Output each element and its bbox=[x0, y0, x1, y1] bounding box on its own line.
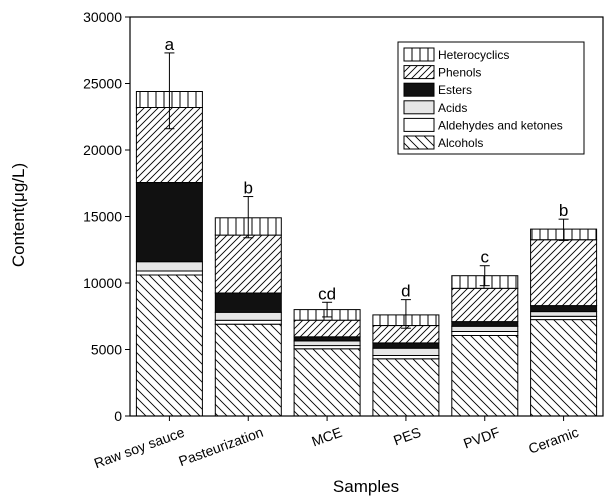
legend-label-acids: Acids bbox=[438, 101, 467, 115]
bar-segment-pasteurization-aldehydes-and-ketones bbox=[214, 319, 282, 325]
bar-segment-pvdf-alcohols bbox=[451, 335, 519, 417]
significance-label-2: cd bbox=[318, 284, 336, 303]
y-tick-label-2: 10000 bbox=[83, 275, 122, 291]
bar-segment-mce-esters bbox=[293, 336, 361, 342]
legend-swatch-phenols bbox=[403, 65, 435, 80]
significance-label-3: d bbox=[401, 282, 410, 301]
significance-label-0: a bbox=[165, 35, 175, 54]
bar-segment-pvdf-acids bbox=[451, 325, 519, 333]
significance-label-5: b bbox=[559, 201, 568, 220]
bar-segment-pasteurization-phenols bbox=[214, 234, 282, 294]
y-tick-label-4: 20000 bbox=[83, 142, 122, 158]
legend-swatch-aldehydes-and-ketones bbox=[403, 117, 435, 132]
bar-segment-raw-soy-sauce-esters bbox=[135, 182, 203, 263]
y-tick-label-1: 5000 bbox=[91, 342, 122, 358]
bar-segment-pvdf-phenols bbox=[451, 287, 519, 323]
y-axis-title: Content(μg/L) bbox=[9, 163, 28, 267]
bar-segment-pes-alcohols bbox=[372, 358, 440, 417]
bar-segment-mce-alcohols bbox=[293, 348, 361, 417]
bar-segment-ceramic-alcohols bbox=[530, 319, 598, 417]
bar-segment-pasteurization-esters bbox=[214, 292, 282, 313]
bar-segment-mce-acids bbox=[293, 340, 361, 347]
bar-segment-raw-soy-sauce-acids bbox=[135, 261, 203, 272]
significance-label-1: b bbox=[244, 179, 253, 198]
bar-segment-pvdf-aldehydes-and-ketones bbox=[451, 331, 519, 336]
y-tick-label-5: 25000 bbox=[83, 76, 122, 92]
y-tick-label-3: 15000 bbox=[83, 209, 122, 225]
legend-swatch-heterocyclics bbox=[403, 47, 435, 62]
legend-label-esters: Esters bbox=[438, 83, 472, 97]
bar-segment-pasteurization-alcohols bbox=[214, 323, 282, 417]
x-tick-label-4: PVDF bbox=[461, 424, 502, 452]
x-tick-label-1: Pasteurization bbox=[176, 424, 265, 469]
bars-group bbox=[135, 91, 598, 417]
legend: Heterocyclics Phenols Esters Acids Aldehydes… bbox=[397, 41, 585, 155]
significance-labels-group: a b cd d c b bbox=[165, 35, 569, 303]
bar-segment-pasteurization-acids bbox=[214, 311, 282, 321]
bar-segment-ceramic-esters bbox=[530, 305, 598, 313]
bar-segment-ceramic-phenols bbox=[530, 239, 598, 307]
significance-label-4: c bbox=[481, 248, 490, 267]
bar-segment-pes-acids bbox=[372, 347, 440, 357]
x-tick-label-0: Raw soy sauce bbox=[92, 424, 187, 472]
y-tick-label-0: 0 bbox=[114, 408, 122, 424]
bar-segment-pvdf-esters bbox=[451, 321, 519, 327]
x-tick-label-2: MCE bbox=[309, 424, 344, 450]
legend-label-aldehydes-and-ketones: Aldehydes and ketones bbox=[438, 118, 563, 132]
bar-segment-pes-esters bbox=[372, 342, 440, 349]
legend-swatch-esters bbox=[403, 82, 435, 97]
legend-swatch-acids bbox=[403, 100, 435, 115]
y-tick-label-6: 30000 bbox=[83, 9, 122, 25]
bar-segment-ceramic-acids bbox=[530, 311, 598, 317]
x-axis-title: Samples bbox=[333, 477, 399, 496]
legend-swatch-alcohols bbox=[403, 135, 435, 150]
bar-segment-mce-phenols bbox=[293, 319, 361, 338]
legend-label-heterocyclics: Heterocyclics bbox=[438, 48, 509, 62]
x-tick-label-3: PES bbox=[391, 424, 423, 449]
bar-segment-raw-soy-sauce-aldehydes-and-ketones bbox=[135, 270, 203, 276]
error-bars-group bbox=[164, 52, 569, 329]
legend-label-alcohols: Alcohols bbox=[438, 136, 483, 150]
x-tick-label-5: Ceramic bbox=[526, 424, 580, 457]
legend-label-phenols: Phenols bbox=[438, 66, 481, 80]
bar-segment-raw-soy-sauce-alcohols bbox=[135, 274, 203, 417]
